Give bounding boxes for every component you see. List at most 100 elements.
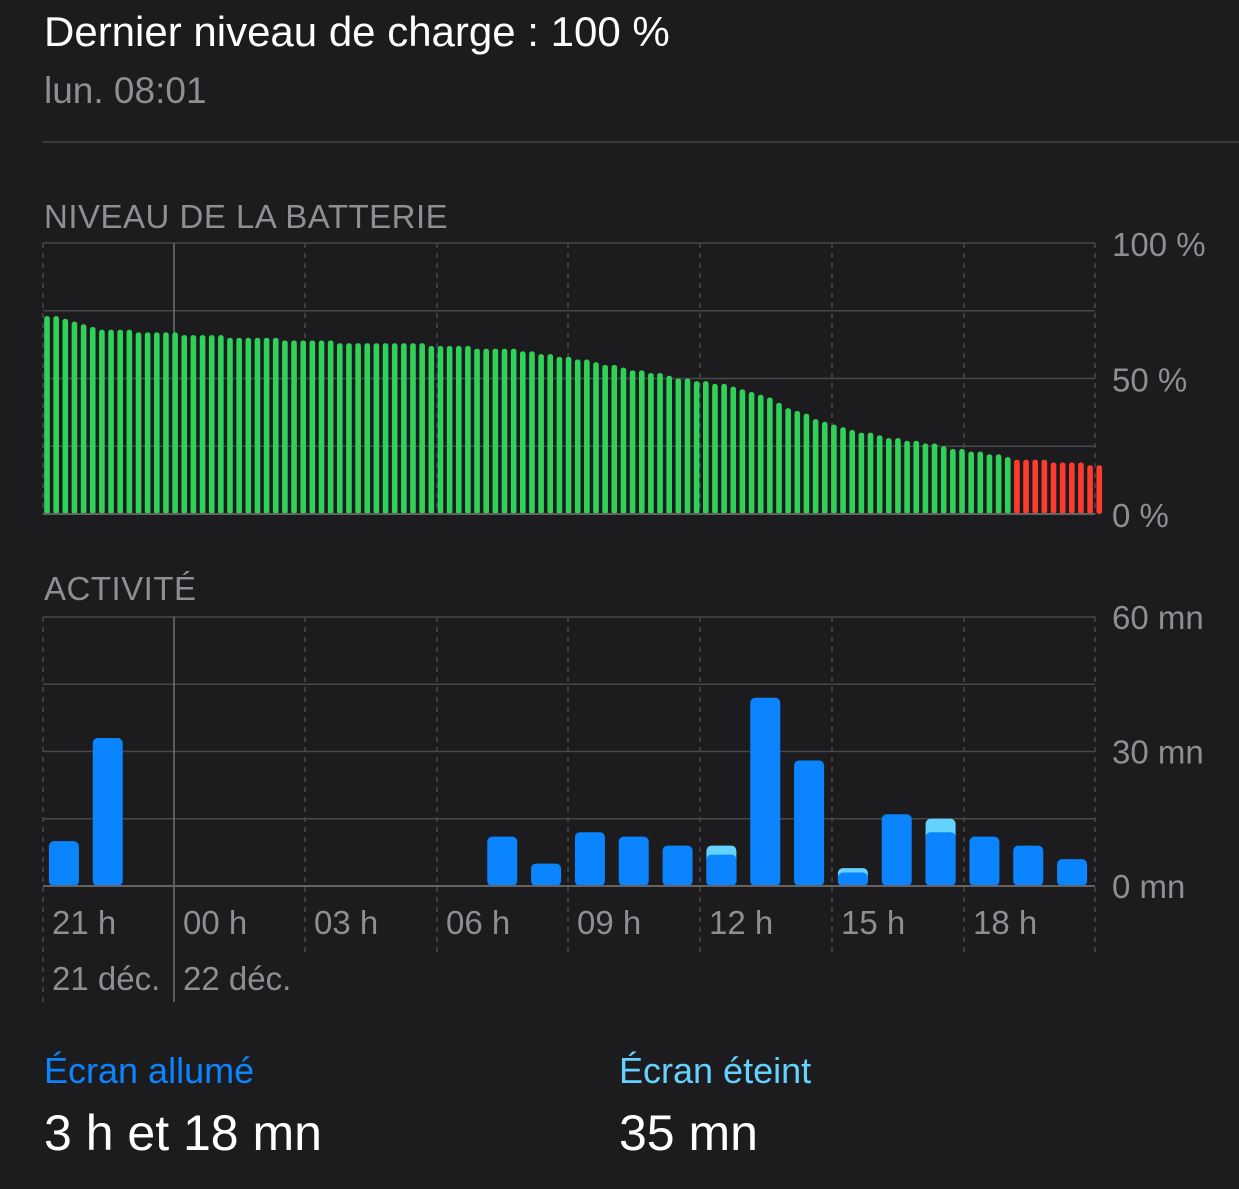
battery-bar: [501, 348, 508, 514]
activity-bar-screen-on: [618, 836, 649, 886]
battery-bar: [593, 362, 599, 514]
battery-bar: [1096, 465, 1103, 514]
battery-bar: [959, 448, 965, 514]
battery-bar: [1023, 459, 1029, 514]
battery-bar: [163, 332, 169, 514]
battery-bar: [757, 394, 764, 514]
battery-bar: [657, 373, 663, 514]
battery-bar: [263, 337, 270, 514]
battery-bar: [940, 446, 947, 514]
battery-bar: [913, 440, 920, 514]
battery-bar: [693, 381, 700, 514]
battery-bar: [446, 345, 453, 514]
battery-bar: [730, 386, 737, 514]
battery-bar: [254, 337, 261, 514]
battery-bar: [282, 340, 288, 514]
activity-bar-screen-on: [750, 697, 781, 886]
activity-x-tick-label: 21 h: [52, 904, 116, 941]
battery-bar: [1004, 457, 1011, 514]
battery-bar: [236, 337, 242, 514]
screen-off-label: Écran éteint: [619, 1050, 812, 1091]
battery-bar: [602, 364, 608, 514]
activity-section-title: ACTIVITÉ: [44, 570, 197, 607]
battery-bar: [584, 359, 590, 514]
battery-bar: [99, 329, 105, 514]
battery-bar: [419, 343, 425, 514]
battery-bar: [492, 348, 499, 514]
battery-bar: [80, 324, 87, 514]
activity-y-tick-label: 60 mn: [1112, 599, 1204, 636]
activity-bar-screen-on: [706, 854, 737, 886]
activity-chart: 60 mn 30 mn 0 mn 21 h 00 h 03 h 06 h 09 h 12 h 15…: [42, 599, 1204, 1002]
battery-bar: [172, 332, 178, 514]
activity-bar-screen-on: [487, 836, 518, 886]
battery-bar: [538, 354, 544, 514]
activity-bar-screen-on: [837, 872, 868, 886]
battery-bar: [181, 335, 188, 514]
battery-bar: [364, 343, 371, 514]
battery-bar: [346, 343, 352, 514]
battery-bar: [382, 343, 389, 514]
battery-bar: [53, 316, 59, 514]
battery-bar: [126, 329, 133, 514]
activity-date-label: 22 déc.: [183, 960, 291, 997]
battery-bar: [812, 419, 819, 514]
activity-x-tick-label: 18 h: [973, 904, 1037, 941]
battery-bar: [556, 356, 563, 514]
battery-bar: [1032, 459, 1038, 514]
battery-bar: [931, 443, 938, 514]
battery-bar: [455, 345, 462, 514]
battery-bar: [904, 440, 910, 514]
battery-bar: [867, 432, 874, 514]
battery-bar: [327, 340, 334, 514]
battery-bar: [300, 340, 306, 514]
battery-bar: [437, 345, 444, 514]
battery-bar: [821, 421, 828, 514]
battery-bar: [739, 389, 746, 514]
battery-bar: [611, 364, 618, 514]
battery-bar: [574, 359, 581, 514]
battery-bar: [309, 340, 316, 514]
activity-bar-screen-on: [794, 760, 825, 886]
battery-bar: [876, 435, 883, 514]
battery-bar: [154, 332, 160, 514]
activity-y-tick-label: 0 mn: [1112, 868, 1185, 905]
battery-bar: [968, 451, 974, 514]
battery-bar: [291, 340, 297, 514]
battery-bar: [648, 373, 654, 514]
battery-bar: [831, 424, 837, 514]
battery-bar: [547, 354, 554, 514]
battery-bar: [977, 451, 984, 514]
screen-on-value: 3 h et 18 mn: [44, 1105, 322, 1161]
activity-bar-screen-on: [1057, 859, 1088, 886]
activity-x-tick-label: 03 h: [314, 904, 378, 941]
battery-bar: [712, 383, 718, 514]
battery-bar: [245, 337, 252, 514]
battery-bar: [794, 411, 801, 514]
battery-bar: [1014, 459, 1020, 514]
battery-bar: [803, 413, 810, 514]
battery-bar: [391, 343, 398, 514]
battery-bar: [474, 348, 480, 514]
battery-bar: [886, 438, 892, 514]
battery-bar: [218, 335, 224, 514]
activity-bar-screen-on: [662, 845, 693, 886]
battery-bar: [190, 335, 197, 514]
last-charge-title: Dernier niveau de charge : 100 %: [44, 8, 670, 55]
battery-bar: [318, 340, 325, 514]
battery-bar: [199, 335, 206, 514]
battery-bar: [272, 337, 279, 514]
battery-bar: [410, 343, 416, 514]
battery-bar: [767, 397, 773, 514]
battery-bar: [465, 345, 471, 514]
activity-date-label: 21 déc.: [52, 960, 160, 997]
battery-bar: [986, 454, 993, 514]
activity-bar-screen-on: [969, 836, 1000, 886]
battery-bar: [629, 370, 636, 514]
battery-bar: [483, 348, 489, 514]
battery-bar: [144, 332, 151, 514]
activity-bar-screen-on: [925, 832, 956, 886]
battery-bar: [1050, 462, 1057, 514]
battery-bar: [227, 337, 233, 514]
activity-x-tick-label: 09 h: [577, 904, 641, 941]
